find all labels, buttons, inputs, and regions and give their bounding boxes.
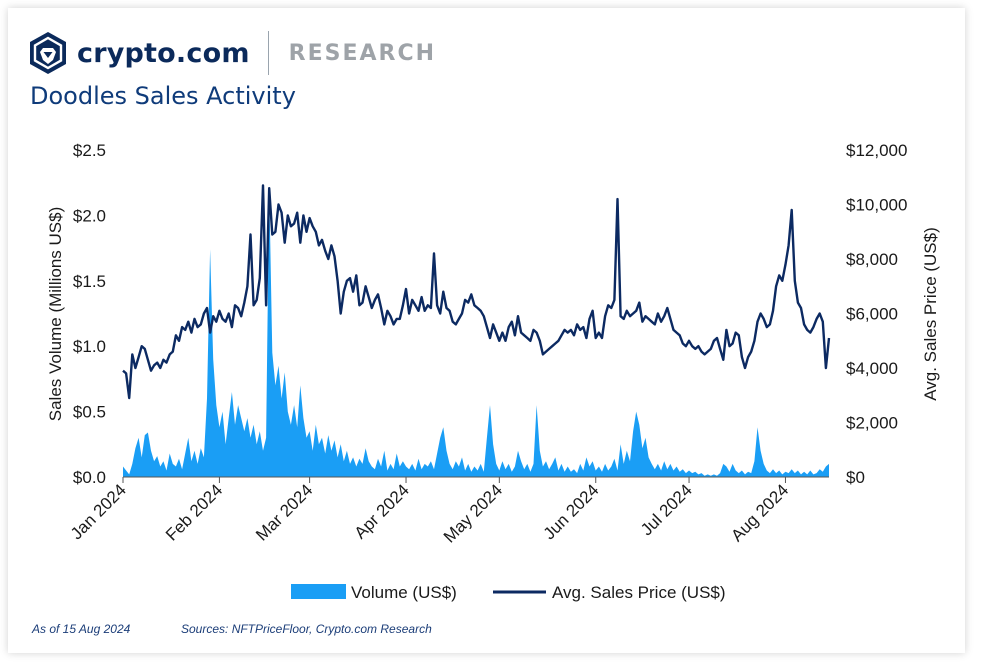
volume-area bbox=[123, 186, 829, 477]
y-right-tick-label: $2,000 bbox=[846, 414, 898, 433]
crypto-com-logo-icon bbox=[30, 32, 66, 74]
x-tick-label: Jan 2024 bbox=[67, 480, 130, 543]
chart-title: Doodles Sales Activity bbox=[30, 82, 296, 110]
y-right-tick-label: $0 bbox=[846, 468, 865, 487]
y-left-tick-label: $0.5 bbox=[73, 403, 106, 422]
y-left-tick-label: $1.0 bbox=[73, 337, 106, 356]
legend-volume-label: Volume (US$) bbox=[351, 583, 457, 602]
brand-name: crypto.com bbox=[77, 37, 250, 69]
x-tick-label: Jul 2024 bbox=[637, 480, 696, 539]
x-tick-label: Mar 2024 bbox=[252, 480, 316, 544]
y-right-tick-label: $12,000 bbox=[846, 141, 907, 160]
y-right-tick-label: $6,000 bbox=[846, 305, 898, 324]
x-tick-label: May 2024 bbox=[440, 480, 506, 546]
as-of-note: As of 15 Aug 2024 bbox=[32, 622, 131, 636]
chart-card bbox=[8, 8, 965, 653]
y-axis-left-label: Sales Volume (Millions US$) bbox=[46, 207, 65, 421]
sources-note: Sources: NFTPriceFloor, Crypto.com Resea… bbox=[181, 622, 432, 636]
y-left-tick-label: $2.0 bbox=[73, 206, 106, 225]
price-line bbox=[122, 184, 831, 400]
x-tick-label: Feb 2024 bbox=[162, 480, 226, 544]
x-tick-label: Jun 2024 bbox=[540, 480, 603, 543]
x-tick-label: Apr 2024 bbox=[351, 480, 413, 542]
legend-price-label: Avg. Sales Price (US$) bbox=[552, 583, 726, 602]
y-right-tick-label: $4,000 bbox=[846, 359, 898, 378]
y-left-tick-label: $2.5 bbox=[73, 141, 106, 160]
y-right-tick-label: $10,000 bbox=[846, 196, 907, 215]
brand-header: crypto.com RESEARCH bbox=[28, 30, 436, 76]
y-left-tick-label: $1.5 bbox=[73, 272, 106, 291]
legend: Volume (US$) Avg. Sales Price (US$) bbox=[291, 583, 726, 602]
x-tick-label: Aug 2024 bbox=[727, 480, 792, 545]
y-axis-right-label: Avg. Sales Price (US$) bbox=[921, 227, 940, 401]
brand-divider bbox=[267, 31, 269, 75]
brand-subtitle: RESEARCH bbox=[288, 40, 437, 66]
legend-volume-swatch bbox=[291, 584, 346, 599]
y-left-tick-label: $0.0 bbox=[73, 468, 106, 487]
y-right-tick-label: $8,000 bbox=[846, 250, 898, 269]
